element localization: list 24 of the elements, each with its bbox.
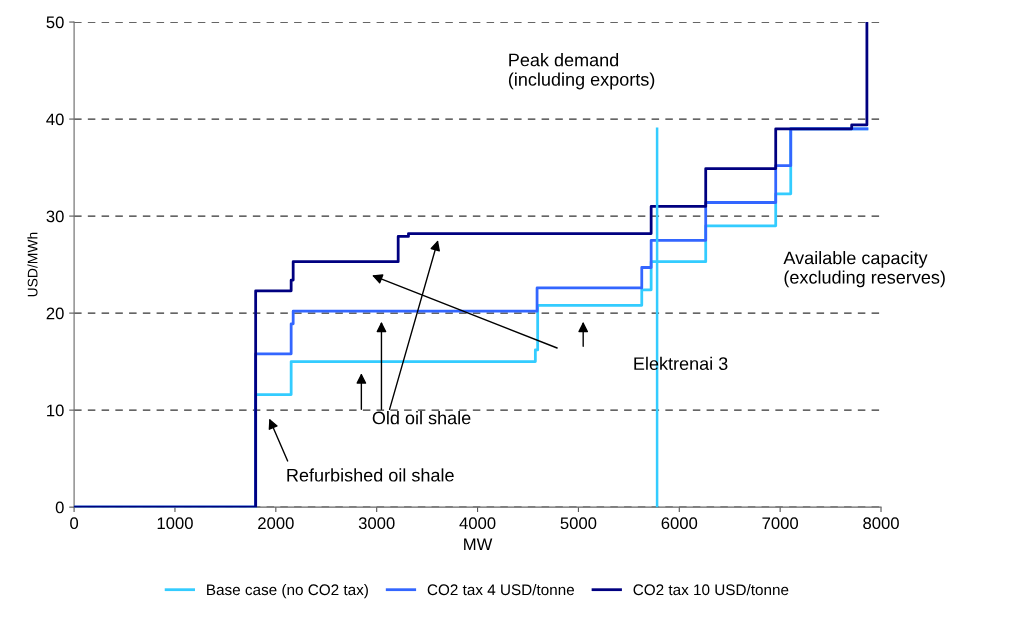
x-tick-label: 5000 [560,517,597,530]
legend-label: Base case (no CO2 tax) [207,583,368,599]
annotation: Old oil shale [372,411,471,425]
y-tick-label: 40 [46,113,64,126]
y-tick-label: 50 [46,16,64,29]
y-tick-label: 0 [55,501,64,514]
annotation: Available capacity (excluding reserves) [783,251,945,288]
legend-label: CO2 tax 10 USD/tonne [633,583,789,596]
y-tick-label: 20 [46,307,64,320]
x-tick-label: 4000 [459,517,496,530]
x-tick-label: 2000 [258,517,294,530]
annotation: Refurbished oil shale [287,468,454,482]
legend-label: CO2 tax 4 USD/tonne [427,583,575,596]
y-tick-label: 10 [47,404,64,417]
x-axis-title: MW [464,538,493,551]
y-tick-label: 30 [46,210,64,223]
annotation: Peak demand (including exports) [508,53,655,90]
x-tick-label: 1000 [157,517,193,530]
x-tick-label: 6000 [661,517,698,530]
x-tick-label: 8000 [863,517,899,530]
x-tick-label: 0 [70,517,79,530]
x-tick-label: 7000 [762,517,799,530]
y-axis-title: USD/MWh [27,232,38,297]
x-tick-label: 3000 [358,517,395,530]
